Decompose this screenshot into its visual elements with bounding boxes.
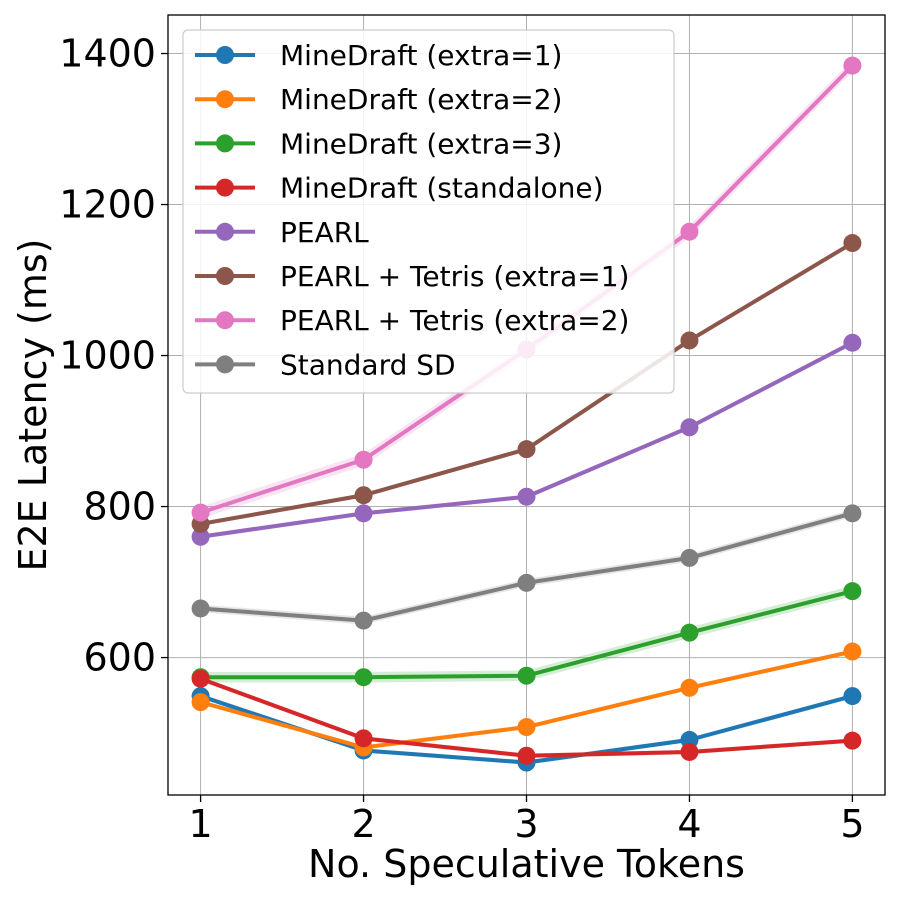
data-point (354, 486, 373, 505)
x-tick-label: 1 (188, 802, 212, 846)
data-point (680, 222, 699, 241)
data-point (191, 693, 210, 712)
data-point (354, 504, 373, 523)
legend-label: MineDraft (extra=3) (280, 127, 562, 160)
data-point (517, 573, 536, 592)
legend-label: MineDraft (extra=2) (280, 83, 562, 116)
data-point (843, 687, 862, 706)
legend-marker (216, 267, 234, 285)
data-point (843, 642, 862, 661)
legend-label: PEARL + Tetris (extra=1) (280, 260, 629, 293)
legend-marker (216, 311, 234, 330)
data-point (354, 611, 373, 630)
data-point (680, 678, 699, 697)
x-axis-label: No. Speculative Tokens (308, 842, 745, 886)
x-tick-label: 3 (514, 802, 538, 846)
data-point (517, 666, 536, 685)
data-point (517, 440, 536, 459)
legend-label: MineDraft (standalone) (280, 172, 604, 205)
x-tick-label: 5 (840, 802, 864, 846)
axis-ticks: 1 2 3 4 5 600 800 1000 1200 1400 (59, 32, 864, 846)
legend-marker (216, 134, 234, 153)
legend-box (182, 29, 675, 394)
legend-marker (216, 355, 234, 374)
data-point (680, 331, 699, 350)
legend-marker (216, 178, 234, 197)
legend-label: PEARL + Tetris (extra=2) (280, 304, 629, 337)
data-point (354, 668, 373, 687)
legend-marker (216, 90, 234, 109)
series-markers (191, 56, 862, 772)
data-point (191, 527, 210, 546)
data-point (680, 548, 699, 567)
data-point (354, 450, 373, 469)
y-tick-label: 800 (83, 485, 156, 529)
y-tick-label: 1200 (59, 183, 156, 227)
data-point (843, 582, 862, 601)
legend-label: MineDraft (extra=1) (280, 39, 562, 72)
y-tick-label: 600 (83, 636, 156, 680)
data-point (843, 731, 862, 750)
data-point (517, 718, 536, 737)
data-point (191, 599, 210, 618)
confidence-band (200, 585, 853, 683)
data-point (680, 418, 699, 437)
legend-label: Standard SD (280, 348, 456, 381)
data-point (680, 623, 699, 642)
data-point (517, 746, 536, 765)
data-point (680, 742, 699, 761)
data-point (191, 503, 210, 522)
legend-marker (216, 46, 234, 64)
y-tick-label: 1000 (59, 334, 156, 378)
legend-label: PEARL (280, 216, 369, 249)
data-point (517, 487, 536, 506)
data-point (843, 56, 862, 75)
legend-marker (216, 222, 234, 241)
data-point (191, 669, 210, 688)
y-axis-label: E2E Latency (ms) (11, 238, 55, 571)
legend: MineDraft (extra=1) MineDraft (extra=2) Mi… (182, 29, 675, 394)
y-tick-label: 1400 (59, 32, 156, 76)
x-tick-label: 4 (677, 802, 701, 846)
data-point (843, 234, 862, 253)
data-point (843, 504, 862, 523)
data-point (354, 729, 373, 748)
data-point (843, 333, 862, 352)
x-tick-label: 2 (351, 802, 375, 846)
